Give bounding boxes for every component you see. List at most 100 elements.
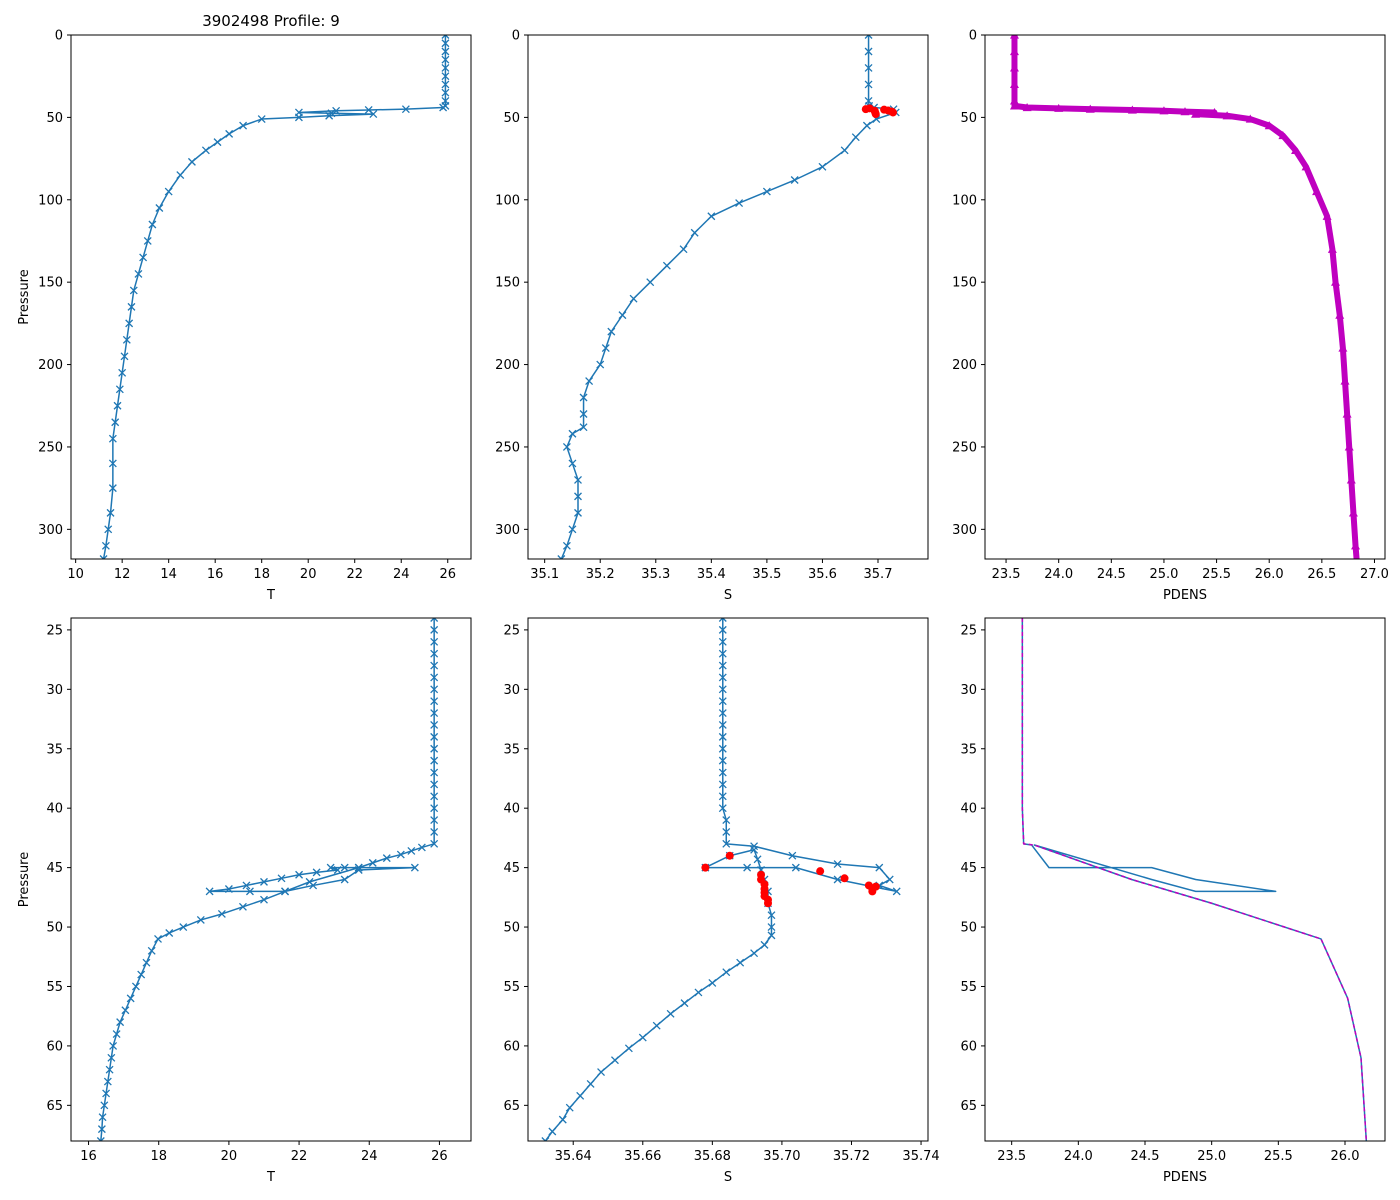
data-point — [767, 911, 776, 920]
data-point — [1351, 541, 1361, 550]
y-tick-label: 45 — [960, 861, 977, 876]
data-point — [1191, 109, 1201, 118]
data-point — [97, 1125, 106, 1134]
data-point — [718, 649, 727, 658]
y-tick-label: 200 — [495, 358, 520, 373]
data-point — [1312, 187, 1322, 196]
y-tick-label: 60 — [46, 1039, 63, 1054]
x-tick-label: 18 — [253, 567, 270, 582]
data-point — [154, 934, 162, 943]
data-point — [430, 649, 439, 658]
data-point — [125, 319, 134, 328]
y-tick-label: 40 — [503, 802, 520, 817]
x-tick-label: 24 — [393, 567, 410, 582]
data-point — [142, 958, 151, 967]
axes-frame — [984, 617, 1386, 1142]
data-point — [718, 661, 727, 670]
data-point — [562, 541, 571, 550]
y-tick-label: 50 — [960, 921, 977, 936]
data-point — [439, 103, 448, 112]
x-tick-label: 24.5 — [1097, 567, 1126, 582]
data-point — [430, 744, 439, 753]
data-point — [1222, 111, 1232, 120]
data-point — [165, 929, 174, 937]
data-point — [147, 946, 156, 955]
data-point — [574, 508, 582, 517]
data-point — [718, 625, 727, 634]
series-s-flagged — [861, 104, 897, 119]
y-tick-label: 40 — [960, 802, 977, 817]
series-s-flagged — [701, 851, 880, 908]
y-tick-label: 300 — [38, 523, 63, 538]
subplot-density-zoom: 23.5 24.0 24.5 25.0 25.5 26.0 25 30 35 40 45 50 55 60… — [960, 617, 1386, 1185]
data-point — [646, 278, 655, 287]
data-point — [369, 110, 378, 119]
subplot-grid: 10 12 14 16 18 20 22 24 26050100150200250300TPre… — [17, 29, 1389, 1186]
data-point — [718, 618, 727, 622]
data-point — [1301, 162, 1311, 171]
data-point — [101, 541, 110, 550]
data-point — [816, 867, 825, 876]
data-point — [565, 1103, 574, 1112]
data-point — [430, 685, 439, 694]
x-tick-label: 35.66 — [624, 1149, 661, 1164]
data-point — [574, 475, 582, 484]
data-point — [743, 863, 752, 872]
data-point — [597, 1068, 606, 1077]
x-tick-label: 35.4 — [697, 567, 726, 582]
data-point — [791, 863, 800, 872]
data-point — [441, 88, 450, 97]
data-point — [1054, 103, 1064, 112]
data-point — [1354, 554, 1360, 559]
data-point — [1209, 107, 1219, 117]
y-tick-label: 150 — [952, 276, 977, 291]
x-tick-label: 27.0 — [1360, 567, 1389, 582]
data-point — [585, 377, 594, 385]
x-tick-label: 35.72 — [833, 1149, 870, 1164]
data-point — [295, 870, 304, 879]
data-point — [326, 863, 335, 872]
data-point — [155, 204, 164, 212]
y-tick-label: 50 — [503, 111, 520, 126]
data-point — [104, 525, 113, 534]
y-tick-label: 100 — [952, 193, 977, 208]
data-point — [137, 970, 146, 979]
x-tick-label: 18 — [150, 1149, 167, 1164]
x-tick-label: 20 — [221, 1149, 238, 1164]
data-point — [718, 697, 727, 706]
data-point — [176, 171, 185, 180]
data-point — [718, 637, 727, 646]
data-point — [164, 187, 173, 196]
y-tick-label: 50 — [960, 111, 977, 126]
data-point — [1338, 343, 1348, 352]
data-point — [196, 915, 205, 924]
y-tick-label: 100 — [38, 193, 63, 208]
data-point — [430, 697, 439, 706]
data-point — [562, 442, 571, 451]
x-axis-label: S — [724, 1170, 732, 1185]
y-tick-label: 0 — [55, 29, 63, 44]
data-point — [1245, 114, 1255, 123]
data-point — [430, 625, 439, 634]
data-point — [127, 302, 136, 311]
data-point — [718, 780, 727, 789]
data-point — [818, 162, 827, 171]
data-point — [764, 899, 772, 908]
data-point — [102, 1089, 111, 1098]
x-tick-label: 35.6 — [808, 567, 837, 582]
data-point — [666, 1009, 675, 1018]
series-t — [99, 35, 450, 559]
x-tick-label: 35.1 — [530, 567, 559, 582]
data-point — [718, 744, 727, 753]
x-tick-label: 16 — [207, 567, 224, 582]
data-point — [430, 618, 439, 622]
data-point — [718, 685, 727, 694]
data-point — [722, 839, 731, 848]
data-point — [325, 111, 334, 120]
data-point — [690, 228, 699, 237]
subplot-salinity-full: 35.1 35.2 35.3 35.4 35.5 35.6 35.7 0 50 100 150 200… — [495, 29, 929, 603]
data-point — [601, 344, 610, 353]
y-tick-label: 60 — [503, 1039, 520, 1054]
x-tick-label: 35.5 — [752, 567, 781, 582]
